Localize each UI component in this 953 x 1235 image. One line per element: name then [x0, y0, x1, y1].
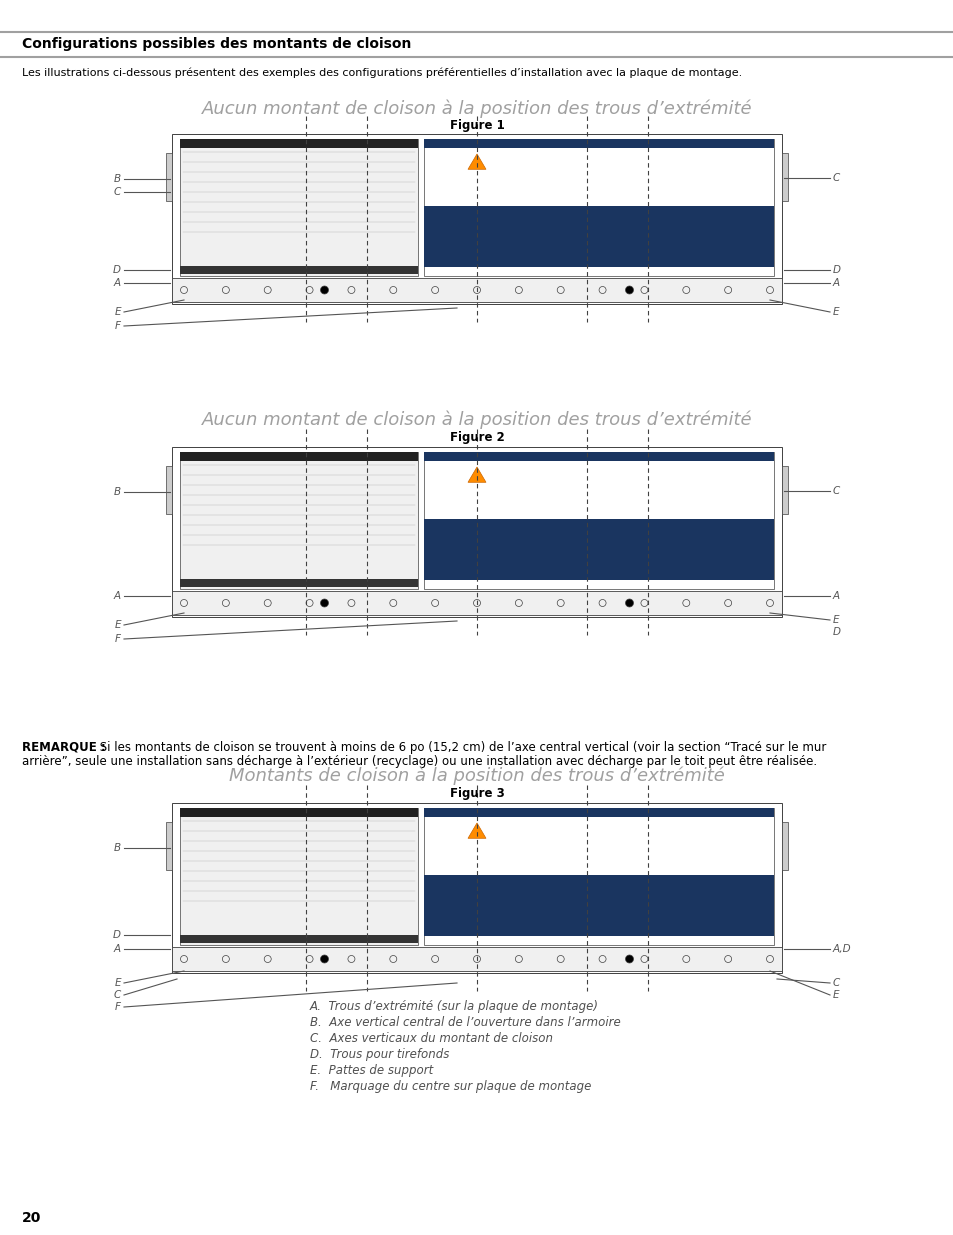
Bar — [180, 452, 417, 461]
Text: Figure 1: Figure 1 — [449, 120, 504, 132]
Circle shape — [320, 287, 328, 294]
Bar — [172, 278, 781, 303]
Text: C: C — [832, 978, 840, 988]
Bar — [423, 452, 773, 461]
Text: Les illustrations ci-dessous présentent des exemples des configurations préféren: Les illustrations ci-dessous présentent … — [22, 68, 741, 78]
Text: A: A — [832, 592, 840, 601]
Text: Si les montants de cloison se trouvent à moins de 6 po (15,2 cm) de l’axe centra: Si les montants de cloison se trouvent à… — [96, 741, 825, 755]
Text: A: A — [832, 278, 840, 288]
Text: B: B — [113, 844, 121, 853]
Text: F.   Marquage du centre sur plaque de montage: F. Marquage du centre sur plaque de mont… — [310, 1079, 591, 1093]
Bar — [180, 452, 417, 589]
Text: E: E — [832, 615, 839, 625]
Text: F: F — [115, 1002, 121, 1011]
Text: A.  Trous d’extrémité (sur la plaque de montage): A. Trous d’extrémité (sur la plaque de m… — [310, 1000, 598, 1013]
Circle shape — [625, 599, 633, 606]
Bar — [180, 808, 417, 945]
Polygon shape — [468, 823, 485, 839]
Bar — [172, 592, 781, 615]
Text: C: C — [832, 173, 840, 183]
Text: C: C — [832, 487, 840, 496]
Text: D.  Trous pour tirefonds: D. Trous pour tirefonds — [310, 1049, 449, 1061]
Bar — [781, 466, 787, 514]
Bar — [172, 447, 781, 618]
Text: C.  Axes verticaux du montant de cloison: C. Axes verticaux du montant de cloison — [310, 1032, 553, 1045]
Text: B.  Axe vertical central de l’ouverture dans l’armoire: B. Axe vertical central de l’ouverture d… — [310, 1016, 620, 1029]
Bar — [172, 947, 781, 971]
Text: Figure 3: Figure 3 — [449, 788, 504, 800]
Text: C: C — [113, 990, 121, 1000]
Circle shape — [320, 599, 328, 606]
Text: arrière”, seule une installation sans décharge à l’extérieur (recyclage) ou une : arrière”, seule une installation sans dé… — [22, 755, 817, 768]
Bar — [423, 874, 773, 936]
Text: 20: 20 — [22, 1212, 41, 1225]
Polygon shape — [468, 467, 485, 483]
Bar — [423, 140, 773, 148]
Bar — [423, 519, 773, 580]
Text: F: F — [115, 634, 121, 643]
Bar — [423, 808, 773, 945]
Bar — [172, 803, 781, 973]
Text: E: E — [114, 308, 121, 317]
Text: Aucun montant de cloison à la position des trous d’extrémité: Aucun montant de cloison à la position d… — [201, 411, 752, 430]
Bar — [172, 135, 781, 304]
Bar — [781, 153, 787, 200]
Text: B: B — [113, 174, 121, 184]
Text: D: D — [112, 266, 121, 275]
Text: E: E — [114, 620, 121, 630]
Bar — [180, 140, 417, 275]
Circle shape — [625, 287, 633, 294]
Polygon shape — [468, 154, 485, 169]
Bar — [180, 935, 417, 944]
Circle shape — [625, 955, 633, 963]
Bar — [166, 466, 172, 514]
Text: D: D — [832, 627, 841, 637]
Text: Figure 2: Figure 2 — [449, 431, 504, 445]
Text: D: D — [832, 266, 841, 275]
Text: A,D: A,D — [832, 944, 851, 953]
Text: C: C — [113, 186, 121, 198]
Bar — [423, 205, 773, 267]
Text: Montants de cloison à la position des trous d’extrémité: Montants de cloison à la position des tr… — [229, 767, 724, 785]
Bar — [166, 153, 172, 200]
Bar — [423, 808, 773, 818]
Bar — [166, 821, 172, 869]
Text: E: E — [114, 978, 121, 988]
Text: E.  Pattes de support: E. Pattes de support — [310, 1065, 433, 1077]
Bar — [180, 266, 417, 274]
Text: A: A — [113, 278, 121, 288]
Bar — [180, 808, 417, 818]
Text: E: E — [832, 308, 839, 317]
Text: REMARQUE :: REMARQUE : — [22, 741, 106, 755]
Bar — [423, 452, 773, 589]
Text: F: F — [115, 321, 121, 331]
Circle shape — [320, 955, 328, 963]
Text: Aucun montant de cloison à la position des trous d’extrémité: Aucun montant de cloison à la position d… — [201, 100, 752, 119]
Text: A: A — [113, 944, 121, 953]
Bar — [781, 821, 787, 869]
Bar — [180, 579, 417, 587]
Bar — [423, 140, 773, 275]
Text: B: B — [113, 487, 121, 496]
Text: A: A — [113, 592, 121, 601]
Text: Configurations possibles des montants de cloison: Configurations possibles des montants de… — [22, 37, 411, 51]
Text: E: E — [832, 990, 839, 1000]
Text: D: D — [112, 930, 121, 940]
Bar — [180, 140, 417, 148]
